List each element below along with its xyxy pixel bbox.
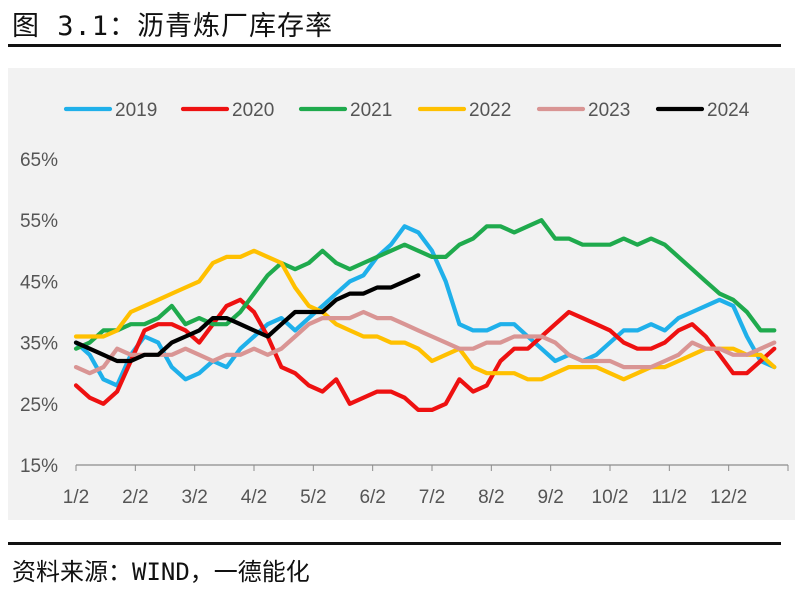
legend-label-2022: 2022 xyxy=(469,100,511,121)
source-note: 资料来源：WIND，一德能化 xyxy=(12,558,310,586)
x-tick-label: 6/2 xyxy=(359,487,385,508)
x-tick-label: 4/2 xyxy=(241,487,267,508)
chart-panel: 15% 25% 35% 45% 55% 65% 1/2 2/2 3/2 4/2 5/2 6/2 7/2 8… xyxy=(8,68,795,520)
y-tick-label: 65% xyxy=(20,150,58,171)
legend-label-2023: 2023 xyxy=(588,100,630,121)
legend-label-2020: 2020 xyxy=(232,100,274,121)
top-rule xyxy=(8,44,781,47)
figure-title: 图 3.1：沥青炼厂库存率 xyxy=(12,11,334,42)
y-tick-label: 15% xyxy=(20,456,58,477)
x-tick-label: 10/2 xyxy=(592,487,629,508)
y-tick-label: 55% xyxy=(20,211,58,232)
series-line-2023 xyxy=(73,309,777,376)
legend-label-2024: 2024 xyxy=(707,100,750,121)
x-tick-label: 8/2 xyxy=(478,487,504,508)
series-line-2019 xyxy=(73,224,777,388)
bottom-rule xyxy=(8,542,781,545)
y-tick-label: 45% xyxy=(20,272,58,293)
legend-label-2021: 2021 xyxy=(350,100,392,121)
x-tick-label: 12/2 xyxy=(710,487,747,508)
x-tick-label: 3/2 xyxy=(181,487,207,508)
line-chart: 15% 25% 35% 45% 55% 65% 1/2 2/2 3/2 4/2 5/2 6/2 7/2 8… xyxy=(20,100,789,508)
y-tick-label: 35% xyxy=(20,334,58,355)
x-tick-label: 9/2 xyxy=(537,487,563,508)
x-tick-label: 7/2 xyxy=(419,487,445,508)
x-tick-label: 2/2 xyxy=(122,487,148,508)
x-tick-label: 1/2 xyxy=(63,487,89,508)
series-line-2024 xyxy=(73,273,421,364)
y-tick-label: 25% xyxy=(20,395,58,416)
series-line-2022 xyxy=(73,248,777,382)
x-tick-label: 5/2 xyxy=(300,487,326,508)
x-tick-label: 11/2 xyxy=(652,487,688,508)
series-line-2020 xyxy=(73,297,777,412)
series-line-2021 xyxy=(73,218,777,351)
legend-label-2019: 2019 xyxy=(115,100,157,121)
